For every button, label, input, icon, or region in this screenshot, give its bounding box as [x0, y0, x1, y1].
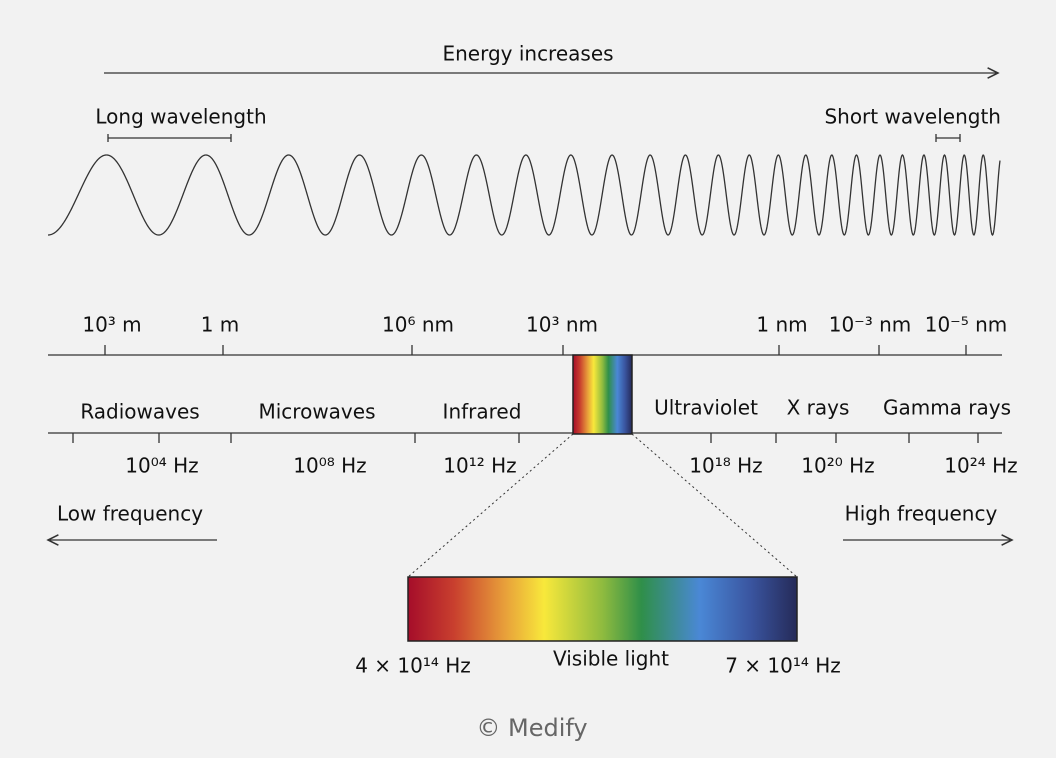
long-bar	[107, 134, 232, 142]
short-bar	[935, 134, 961, 142]
frequency-label: 10¹² Hz	[443, 454, 516, 478]
band-label: Radiowaves	[80, 400, 199, 424]
energy-label: Energy increases	[442, 42, 613, 66]
footer: © Medify	[476, 714, 587, 742]
frequency-label: 10²⁰ Hz	[801, 454, 874, 478]
wave	[47, 154, 1001, 236]
visible-label: Visible light	[553, 647, 669, 671]
frequency-label: 10²⁴ Hz	[944, 454, 1017, 478]
wavelength-label: 10³ nm	[526, 313, 598, 337]
header: Energy increases Long wavelength Short w…	[47, 42, 1001, 236]
wavelength-label: 10⁻⁵ nm	[925, 313, 1008, 337]
scales: Low frequency High frequency 4 × 10¹⁴ Hz…	[48, 313, 1018, 742]
visible-high: 7 × 10¹⁴ Hz	[725, 654, 841, 678]
band-label: X rays	[787, 396, 850, 420]
zoom-line	[631, 433, 798, 578]
frequency-label: 10⁰⁴ Hz	[125, 454, 198, 478]
wavelength-label: 1 nm	[756, 313, 807, 337]
band-label: Microwaves	[258, 400, 375, 424]
wavelength-label: 10³ m	[82, 313, 141, 337]
wavelength-label: 10⁶ nm	[382, 313, 454, 337]
short-label: Short wavelength	[824, 105, 1001, 129]
visible-box	[407, 576, 798, 642]
band-label: Ultraviolet	[654, 396, 758, 420]
zoom-line	[407, 433, 574, 578]
low-frequency: Low frequency	[57, 502, 203, 526]
wavelength-label: 10⁻³ nm	[829, 313, 912, 337]
frequency-label: 10⁰⁸ Hz	[293, 454, 366, 478]
spectrum-box	[572, 354, 633, 435]
visible-low: 4 × 10¹⁴ Hz	[355, 654, 471, 678]
long-label: Long wavelength	[95, 105, 266, 129]
frequency-label: 10¹⁸ Hz	[689, 454, 762, 478]
high-frequency: High frequency	[845, 502, 998, 526]
band-label: Gamma rays	[883, 396, 1011, 420]
wavelength-label: 1 m	[201, 313, 240, 337]
band-label: Infrared	[443, 400, 522, 424]
